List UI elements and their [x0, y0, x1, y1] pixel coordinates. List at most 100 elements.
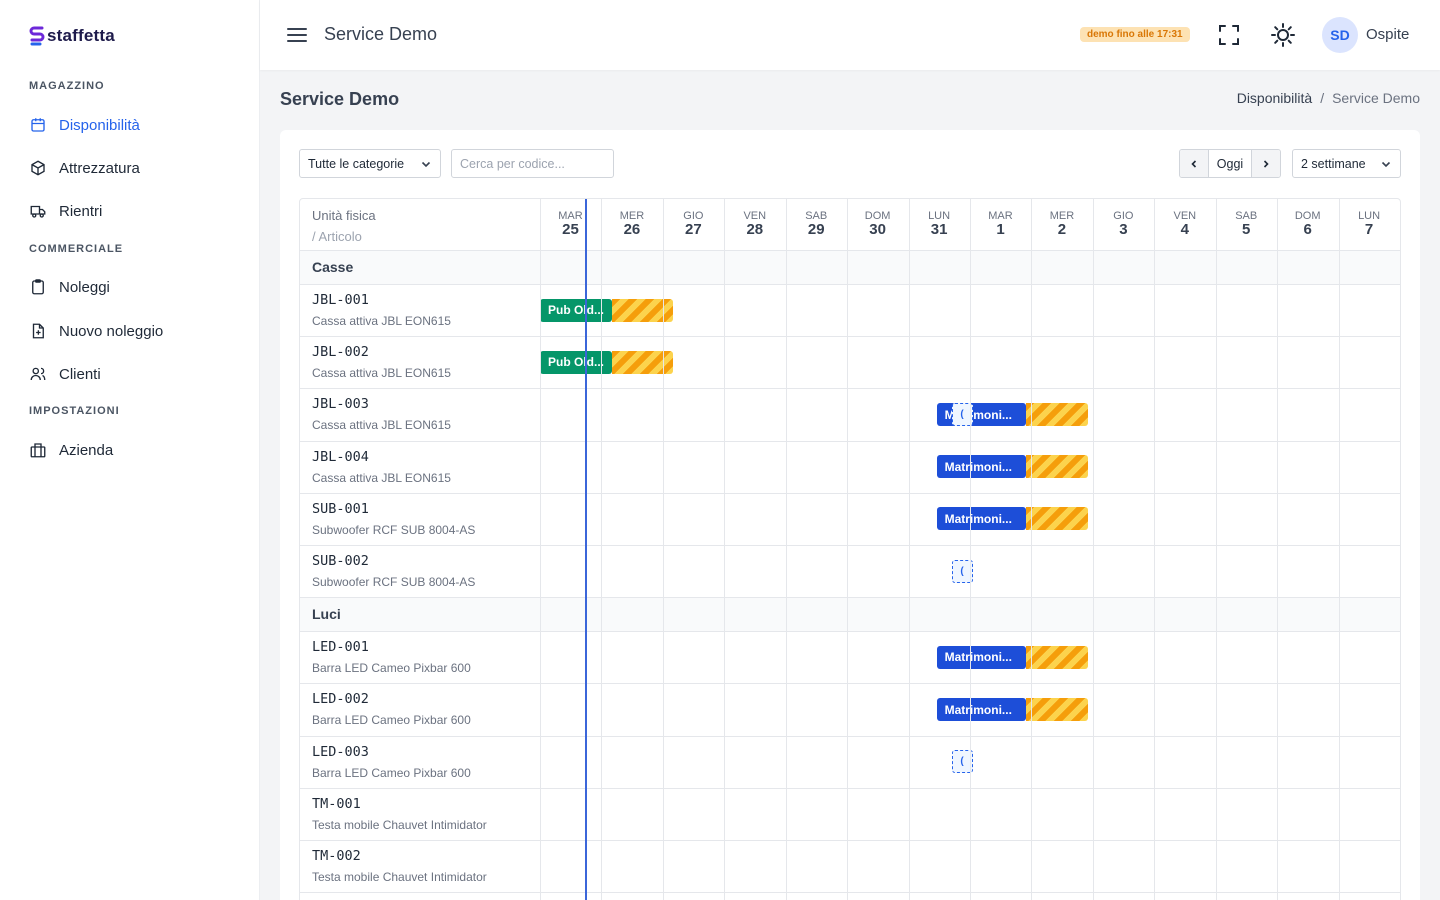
sidebar: staffetta MAGAZZINO Disponibilità Attrez… — [0, 0, 260, 900]
day-number: 5 — [1242, 221, 1251, 238]
chevron-left-icon — [1191, 159, 1197, 168]
pending-booking-marker[interactable]: ( — [951, 750, 973, 774]
range-select[interactable]: 2 settimane — [1292, 149, 1401, 178]
pending-booking-marker[interactable]: ( — [951, 403, 973, 426]
breadcrumb: Disponibilità / Service Demo — [1237, 90, 1420, 106]
top-bar: Service Demo demo fino alle 17:31 SD Osp… — [260, 0, 1440, 70]
search-input[interactable] — [451, 149, 614, 178]
booking-bar[interactable]: Matrimoni... — [936, 645, 1026, 669]
avatar[interactable]: SD — [1322, 17, 1358, 53]
unit-code[interactable]: TM-001 — [312, 795, 361, 812]
day-number: 1 — [996, 221, 1005, 238]
grid-day-line — [724, 199, 726, 900]
sidebar-item-attrezzatura[interactable]: Attrezzatura — [29, 156, 239, 180]
day-header: GIO 27 — [663, 210, 724, 238]
unit-code[interactable]: JBL-001 — [312, 292, 369, 308]
page-title: Service Demo — [280, 89, 400, 109]
fullscreen-icon[interactable] — [1216, 22, 1242, 48]
today-button[interactable]: Oggi — [1208, 150, 1252, 177]
day-header: DOM 30 — [847, 210, 908, 238]
grid-row-line — [300, 787, 1400, 789]
group-row — [300, 250, 1400, 284]
grid-day-line — [1031, 199, 1033, 900]
grid-row-line — [300, 250, 1400, 251]
booking-bar[interactable]: Pub Old... — [540, 350, 612, 374]
grid-row-line — [300, 336, 1400, 338]
clipboard-icon — [32, 279, 44, 295]
date-pager: Oggi — [1179, 149, 1281, 178]
truck-icon — [30, 205, 46, 218]
sidebar-item-clienti[interactable]: Clienti — [29, 362, 239, 386]
demo-badge: demo fino alle 17:31 — [1080, 27, 1190, 42]
unit-code[interactable]: JBL-004 — [312, 448, 369, 465]
calendar-icon — [31, 118, 45, 132]
booking-bar[interactable]: Pub Old... — [540, 298, 612, 322]
sidebar-item-rientri[interactable]: Rientri — [29, 199, 239, 223]
day-name: SAB — [805, 210, 828, 222]
day-number: 26 — [623, 221, 641, 238]
breadcrumb-current: Service Demo — [1332, 90, 1420, 106]
users-icon — [30, 367, 46, 381]
unit-description: Testa mobile Chauvet Intimidator — [312, 817, 487, 832]
sidebar-item-label: Clienti — [59, 365, 101, 383]
day-header: MAR 25 — [540, 210, 601, 238]
next-period-button[interactable] — [1252, 150, 1280, 177]
sidebar-item-label: Attrezzatura — [59, 159, 140, 177]
day-header: MER 2 — [1031, 210, 1092, 238]
brand-logo[interactable]: staffetta — [29, 25, 115, 47]
day-number: 25 — [562, 221, 579, 238]
grid-header-unit: Unità fisica / Articolo — [312, 205, 376, 247]
unit-code[interactable]: SUB-001 — [312, 500, 369, 517]
booking-bar[interactable]: Matrimoni... — [936, 698, 1026, 721]
day-header: DOM 6 — [1277, 210, 1338, 238]
category-select-value: Tutte le categorie — [308, 156, 405, 171]
unit-code[interactable]: JBL-003 — [312, 396, 369, 413]
breadcrumb-link-disponibilita[interactable]: Disponibilità — [1236, 90, 1313, 106]
grid-row-line — [300, 492, 1400, 494]
return-buffer-bar — [1025, 403, 1088, 426]
grid-day-line — [662, 199, 664, 900]
day-name: GIO — [1113, 210, 1134, 222]
day-name: DOM — [1294, 210, 1321, 222]
unit-description: Testa mobile Chauvet Intimidator — [312, 870, 487, 884]
grid-day-line — [847, 199, 849, 900]
unit-code[interactable]: LED-001 — [312, 639, 369, 656]
sidebar-item-noleggi[interactable]: Noleggi — [29, 275, 239, 299]
pending-booking-marker[interactable]: ( — [951, 559, 973, 583]
unit-code[interactable]: SUB-002 — [312, 553, 369, 569]
user-name[interactable]: Ospite — [1366, 26, 1410, 43]
unit-description: Cassa attiva JBL EON615 — [312, 314, 451, 328]
top-bar-title: Service Demo — [324, 24, 438, 44]
grid-row-line — [300, 735, 1400, 737]
unit-code[interactable]: LED-003 — [312, 743, 369, 760]
grid-row-line — [300, 892, 1400, 894]
hamburger-menu-icon[interactable] — [286, 24, 308, 46]
unit-code[interactable]: JBL-002 — [312, 344, 369, 361]
group-label: Luci — [312, 606, 341, 623]
unit-description: Barra LED Cameo Pixbar 600 — [312, 713, 471, 728]
day-number: 29 — [807, 221, 825, 238]
sun-icon[interactable] — [1270, 22, 1296, 48]
day-number: 6 — [1303, 221, 1312, 238]
unit-code[interactable]: LED-002 — [312, 691, 369, 708]
prev-period-button[interactable] — [1180, 150, 1208, 177]
grid-row-line — [300, 631, 1400, 633]
header-article-label: / Articolo — [312, 229, 362, 244]
grid-day-line — [1092, 199, 1094, 900]
category-select[interactable]: Tutte le categorie — [299, 149, 441, 178]
return-buffer-bar — [1025, 645, 1088, 669]
booking-bar[interactable]: Matrimoni... — [936, 455, 1026, 479]
file-plus-icon — [32, 323, 44, 339]
booking-bar[interactable]: Matrimoni... — [936, 403, 1026, 426]
unit-description: Barra LED Cameo Pixbar 600 — [312, 765, 471, 780]
availability-grid: Unità fisica / Articolo MAR 25 MER 26 GIO 27 V… — [299, 198, 1401, 900]
day-number: 31 — [930, 221, 948, 238]
unit-code[interactable]: TM-002 — [312, 848, 361, 864]
day-name: GIO — [683, 210, 704, 222]
booking-bar[interactable]: Matrimoni... — [936, 507, 1026, 531]
day-header: GIO 3 — [1093, 210, 1154, 238]
sidebar-item-disponibilita[interactable]: Disponibilità — [29, 113, 239, 137]
sidebar-item-nuovo-noleggio[interactable]: Nuovo noleggio — [29, 319, 239, 343]
nav-section-commerciale: COMMERCIALE — [29, 243, 124, 255]
sidebar-item-azienda[interactable]: Azienda — [29, 438, 239, 462]
